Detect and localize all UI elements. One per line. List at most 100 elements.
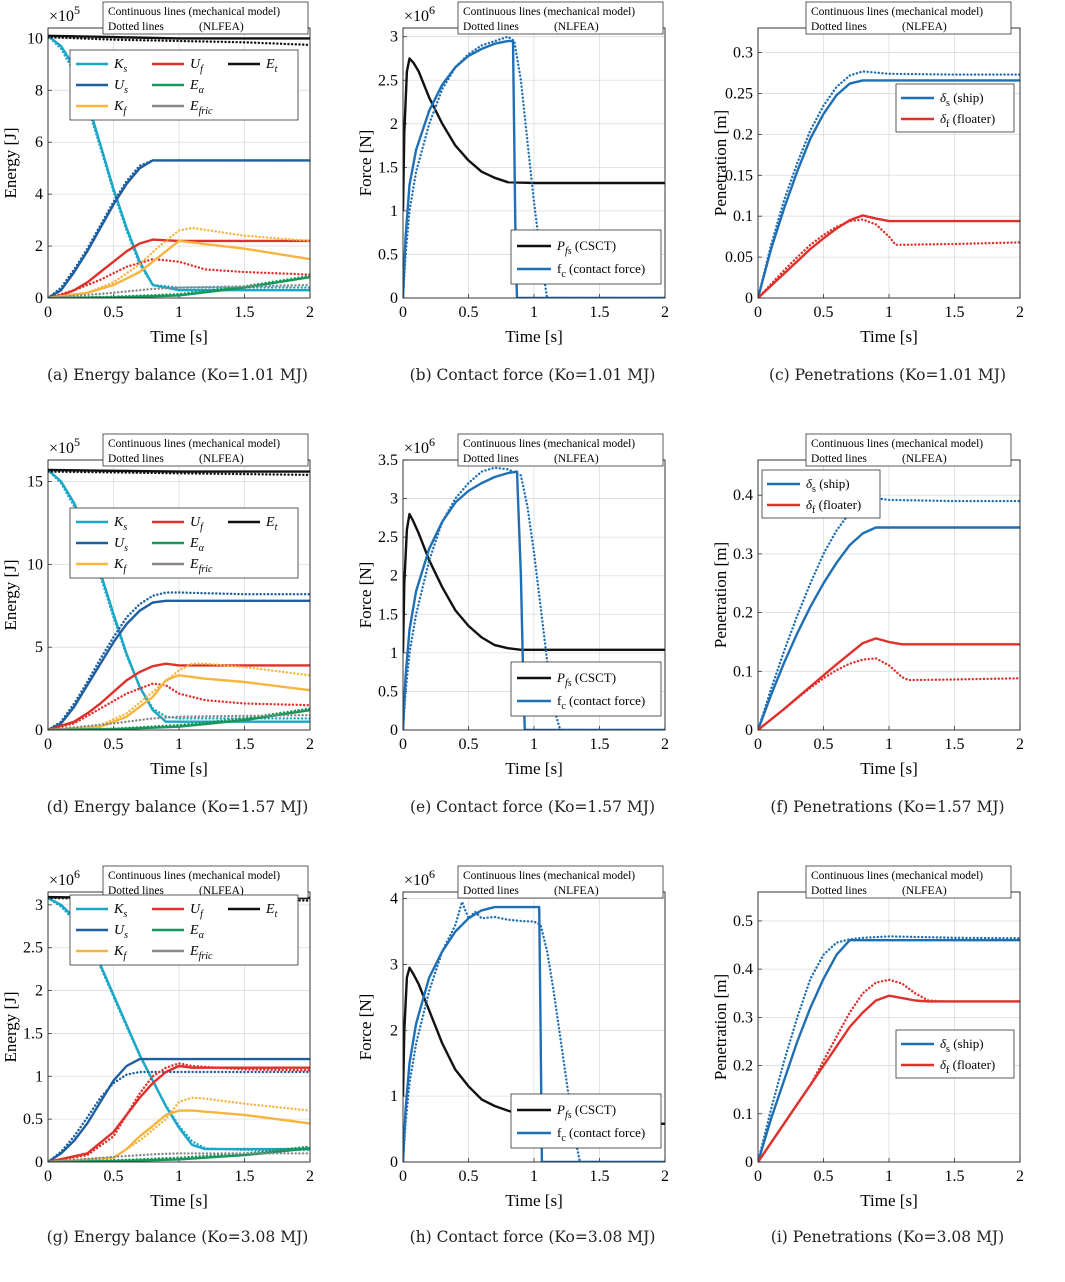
legend-box [895,1029,1015,1079]
y-tick-label: 0 [745,1154,753,1171]
y-tick-label: 2.5 [378,72,398,89]
x-tick-label: 0 [399,1168,407,1185]
y-tick-label: 3.5 [378,452,398,469]
note-line-nlfea: (NLFEA) [902,453,947,465]
legend-label-us: Us [114,78,128,96]
scale-factor: ×106 [404,867,435,889]
note-box [102,433,309,467]
note-line-dotted: Dotted lines [811,885,867,897]
panel-b: 0 0.5 1 1.5 2 0 0.5 1 1.5 2 2.5 3 Time [s] Force [N] ×… [355,0,710,418]
note-box [457,433,664,467]
y-axis-label: Energy [J] [1,560,20,631]
y-axis-label: Penetration [m] [711,542,730,648]
legend-label-floater: δf (floater) [940,111,995,130]
legend-label-us: Us [114,923,128,941]
caption-g: (g) Energy balance (Ko=3.08 MJ) [46,1228,309,1246]
x-tick-label: 2 [306,304,314,321]
y-tick-label: 1.5 [23,1025,43,1042]
y-tick-label: 2.5 [378,529,398,546]
x-axis-label: Time [s] [860,759,917,778]
y-tick-label: 3 [390,491,398,508]
x-tick-label: 0.5 [814,304,834,321]
series-line-us-nlfea [48,159,310,298]
note-line-continuous: Continuous lines (mechanical model) [463,438,635,450]
scale-factor: ×105 [49,3,80,25]
y-tick-label: 0.5 [378,683,398,700]
y-tick-label: 0.5 [23,1111,43,1128]
series-line-fc-nlfea [403,900,665,1162]
y-tick-label: 6 [35,134,43,151]
series-group [48,468,310,730]
x-tick-label: 1.5 [235,304,255,321]
x-tick-label: 1 [885,1168,893,1185]
scale-factor: ×105 [49,435,80,457]
legend-label-ea: Eα [189,78,205,96]
y-tick-label: 0.1 [733,663,753,680]
y-tick-label: 0.1 [733,1106,753,1123]
x-tick-label: 1.5 [590,736,610,753]
y-tick-label: 0.4 [733,961,753,978]
x-axis-label: Time [s] [860,327,917,346]
x-tick-label: 0 [44,736,52,753]
x-tick-label: 1 [885,736,893,753]
note-line-continuous: Continuous lines (mechanical model) [811,6,983,18]
legend-label-uf: Uf [190,515,204,533]
x-tick-label: 1.5 [590,1168,610,1185]
y-tick-label: 0.25 [725,85,753,102]
note-line-continuous: Continuous lines (mechanical model) [463,870,635,882]
note-line-nlfea: (NLFEA) [199,21,244,33]
y-tick-label: 3 [35,897,43,914]
x-axis-label: Time [s] [860,1191,917,1210]
legend-label-ks: Ks [113,902,127,920]
panel-i: 0 0.5 1 1.5 2 0 0.1 0.2 0.3 0.4 0.5 Time [s] Penetra… [710,864,1065,1282]
x-tick-label: 1.5 [235,1168,255,1185]
x-axis-label: Time [s] [150,759,207,778]
y-tick-label: 0.5 [733,913,753,930]
x-tick-label: 1 [530,304,538,321]
chart-e: 0 0.5 1 1.5 2 0 0.5 1 1.5 2 2.5 3 3.5 Time [s] Force [… [356,433,669,778]
y-axis-label: Penetration [m] [711,110,730,216]
series-group [758,70,1020,298]
x-tick-label: 2 [1016,1168,1024,1185]
y-tick-label: 0.1 [733,208,753,225]
legend-label-efric: Efric [189,99,213,117]
scale-factor: ×106 [404,435,435,457]
x-tick-label: 1.5 [235,736,255,753]
legend-label-us: Us [114,536,128,554]
x-tick-label: 0.5 [104,1168,124,1185]
x-tick-label: 2 [661,736,669,753]
x-tick-label: 0.5 [459,1168,479,1185]
legend-box [510,1093,662,1149]
series-line-uf-nlfea [48,1062,310,1162]
note-line-nlfea: (NLFEA) [554,885,599,897]
note-line-continuous: Continuous lines (mechanical model) [108,870,280,882]
x-axis-label: Time [s] [505,1191,562,1210]
chart-i: 0 0.5 1 1.5 2 0 0.1 0.2 0.3 0.4 0.5 Time [s] Penetra… [711,865,1024,1210]
series-line-efric-nlfea [48,713,310,730]
series-line-floater-nlfea [758,218,1020,298]
x-axis-label: Time [s] [505,327,562,346]
y-tick-label: 0 [745,722,753,739]
series-line-ship-nlfea [758,496,1020,730]
legend-label-floater: δf (floater) [940,1057,995,1076]
x-tick-label: 0.5 [459,304,479,321]
legend-label-et: Et [265,902,278,920]
caption-b: (b) Contact force (Ko=1.01 MJ) [409,366,656,384]
note-box [805,1,1012,35]
legend-label-efric: Efric [189,944,213,962]
y-tick-label: 2 [35,983,43,1000]
legend-label-kf: Kf [113,99,127,117]
scale-factor: ×106 [49,867,80,889]
y-axis-label: Penetration [m] [711,974,730,1080]
note-line-dotted: Dotted lines [108,885,164,897]
x-tick-label: 2 [1016,304,1024,321]
x-tick-label: 0 [44,1168,52,1185]
y-tick-label: 1.5 [378,159,398,176]
series-line-ship-model [758,526,1020,730]
note-line-nlfea: (NLFEA) [902,21,947,33]
chart-a: 0 0.5 1 1.5 2 0 2 4 6 8 10 Time [s] Energy [J] ×105 Co… [1,1,314,346]
series-line-uf-nlfea [48,257,310,298]
note-line-dotted: Dotted lines [811,21,867,33]
y-tick-label: 10 [27,556,43,573]
x-tick-label: 1 [175,304,183,321]
